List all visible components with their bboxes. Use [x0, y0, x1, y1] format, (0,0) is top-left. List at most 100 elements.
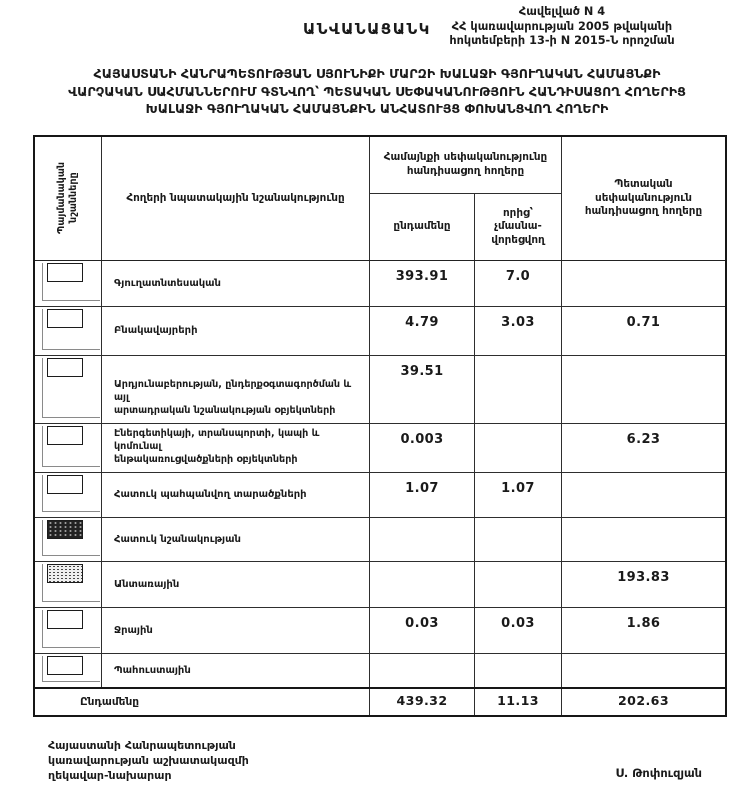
state-value: [562, 518, 725, 561]
table-row-agricultural: Գյուղատնտեսական 393.91 7.0: [35, 260, 725, 307]
header-community-group-cell: Համայնքի սեփականությունը հանդիսացող հողե…: [370, 136, 562, 194]
annex-reference: Հավելված N 4 ՀՀ կառավարության 2005 թվակա…: [378, 5, 746, 49]
non-privatized-value: [475, 355, 562, 423]
legend-cell: [35, 306, 102, 355]
community-total-value: 0.003: [370, 423, 475, 472]
legend-cell: [35, 423, 102, 472]
community-total-value: [370, 653, 475, 687]
state-value: [562, 356, 725, 423]
title-line-1: ՀԱՅԱՍՏԱՆԻ ՀԱՆՐԱՊԵՏՈՒԹՅԱՆ ՍՅՈՒՆԻՔԻ ՄԱՐԶԻ …: [93, 66, 661, 81]
community-total-value: 4.79: [370, 306, 475, 355]
total-label: Ընդամենը: [35, 688, 370, 715]
legend-symbol: [47, 474, 83, 494]
signatory-line-2: կառավարության աշխատակազմի: [48, 753, 249, 767]
legend-bracket: [42, 425, 100, 467]
state-value: 0.71: [626, 314, 661, 330]
legend-cell: [35, 517, 102, 561]
total-state-value: 202.63: [618, 692, 669, 708]
land-category-label: Անտառային: [102, 561, 370, 607]
table-row-industrial: Արդյունաբերության, ընդերքօգտագործման և ա…: [35, 355, 725, 424]
legend-symbol: [47, 357, 83, 377]
table-total-row: Ընդամենը 439.32 11.13 202.63: [35, 686, 725, 715]
community-total-value: 393.91: [370, 260, 475, 306]
header-of-which-cell: որից՝ չմասնա- վորեցվող: [475, 193, 562, 260]
state-value: [562, 261, 725, 306]
non-privatized-value: [475, 423, 562, 472]
land-transfer-table: Պայմանական նշանները Հողերի նպատակային նշ…: [33, 134, 727, 717]
signatory-name: Ս. Թոփուզյան: [615, 766, 703, 781]
legend-symbol: [47, 563, 83, 583]
signatory-title: Հայաստանի Հանրապետության կառավարության ա…: [48, 739, 249, 784]
non-privatized-value: [475, 561, 562, 607]
legend-bracket: [42, 474, 100, 512]
annex-line-1: Հավելված N 4: [518, 5, 606, 18]
non-privatized-value: [475, 517, 562, 561]
legend-bracket: [42, 262, 100, 301]
legend-bracket: [42, 308, 100, 350]
table-row-reserve: Պահուստային: [35, 653, 725, 687]
state-value: 193.83: [617, 569, 670, 585]
land-category-label: Պահուստային: [102, 653, 370, 687]
title-line-2: ՎԱՐՉԱԿԱՆ ՍԱՀՄԱՆՆԵՐՈՒՄ ԳՏՆՎՈՂ՝ ՊԵՏԱԿԱՆ ՍԵ…: [68, 83, 686, 99]
page-footer: Հայաստանի Հանրապետության կառավարության ա…: [48, 739, 702, 784]
legend-bracket: [42, 357, 100, 418]
header-state-cell: Պետական սեփականություն հանդիսացող հողերը: [584, 178, 703, 218]
header-purpose-cell: Հողերի նպատակային նշանակությունը: [102, 136, 370, 260]
state-value: 6.23: [626, 431, 661, 447]
header-symbols-cell: Պայմանական նշանները: [35, 136, 102, 260]
header-subtotal-cell: ընդամենը: [370, 193, 475, 260]
legend-cell: [35, 561, 102, 607]
land-category-label: Ջրային: [102, 607, 370, 653]
legend-cell: [35, 607, 102, 653]
table-header: Պայմանական նշանները Հողերի նպատակային նշ…: [35, 136, 725, 261]
community-total-value: 0.03: [370, 607, 475, 653]
community-total-value: 39.51: [370, 355, 475, 423]
legend-symbol: [47, 609, 83, 629]
annex-line-3: հոկտեմբերի 13-ի N 2015-Ն որոշման: [449, 34, 675, 48]
total-non-privatized-value: 11.13: [475, 688, 562, 715]
table-row-forest: Անտառային 193.83: [35, 561, 725, 608]
legend-bracket: [42, 563, 100, 602]
community-total-value: [370, 517, 475, 561]
land-category-label: Հատուկ պահպանվող տարածքների: [102, 472, 370, 517]
signatory-line-1: Հայաստանի Հանրապետության: [48, 738, 236, 752]
legend-cell: [35, 260, 102, 306]
legend-cell: [35, 355, 102, 423]
legend-cell: [35, 653, 102, 687]
non-privatized-value: 7.0: [475, 260, 562, 306]
legend-symbol: [47, 308, 83, 328]
legend-symbol: [47, 655, 83, 675]
non-privatized-value: 0.03: [475, 607, 562, 653]
header-symbols-label: Պայմանական նշանները: [56, 162, 79, 235]
legend-bracket: [42, 655, 100, 682]
land-category-label: Բնակավայրերի: [102, 306, 370, 355]
land-category-label: Հատուկ նշանակության: [102, 517, 370, 561]
non-privatized-value: [475, 653, 562, 687]
table-row-special-purpose: Հատուկ նշանակության: [35, 517, 725, 562]
state-value: [562, 473, 725, 517]
legend-bracket: [42, 609, 100, 648]
annex-line-2: ՀՀ կառավարության 2005 թվականի: [451, 19, 673, 33]
table-row-water: Ջրային 0.03 0.03 1.86: [35, 607, 725, 654]
total-community-value: 439.32: [370, 688, 475, 715]
land-category-label: Գյուղատնտեսական: [102, 260, 370, 306]
land-category-label: Էներգետիկայի, տրանսպորտի, կապի և կոմունա…: [102, 423, 370, 472]
legend-bracket: [42, 519, 100, 556]
land-category-label: Արդյունաբերության, ընդերքօգտագործման և ա…: [102, 355, 370, 423]
legend-cell: [35, 472, 102, 517]
legend-symbol: [47, 519, 83, 539]
signatory-line-3: ղեկավար-նախարար: [48, 768, 172, 782]
doc-label: ԱՆՎԱՆԱՑԱՆԿ: [303, 20, 431, 38]
community-total-value: [370, 561, 475, 607]
table-row-protected-areas: Հատուկ պահպանվող տարածքների 1.07 1.07: [35, 472, 725, 518]
state-value: [562, 654, 725, 687]
table-body: Գյուղատնտեսական 393.91 7.0 Բնակավայրերի …: [35, 260, 725, 687]
legend-symbol: [47, 425, 83, 445]
legend-symbol: [47, 262, 83, 282]
title-line-3: ԽԱԼԱՋԻ ԳՅՈՒՂԱԿԱՆ ՀԱՄԱՅՆՔԻՆ ԱՆՀԱՏՈՒՅՑ ՓՈԽ…: [145, 101, 609, 117]
community-total-value: 1.07: [370, 472, 475, 517]
page-header: ԱՆՎԱՆԱՑԱՆԿ Հավելված N 4 ՀՀ կառավարության…: [0, 0, 754, 58]
document-title: ՀԱՅԱՍՏԱՆԻ ՀԱՆՐԱՊԵՏՈՒԹՅԱՆ ՍՅՈՒՆԻՔԻ ՄԱՐԶԻ …: [0, 65, 754, 118]
non-privatized-value: 3.03: [475, 306, 562, 355]
